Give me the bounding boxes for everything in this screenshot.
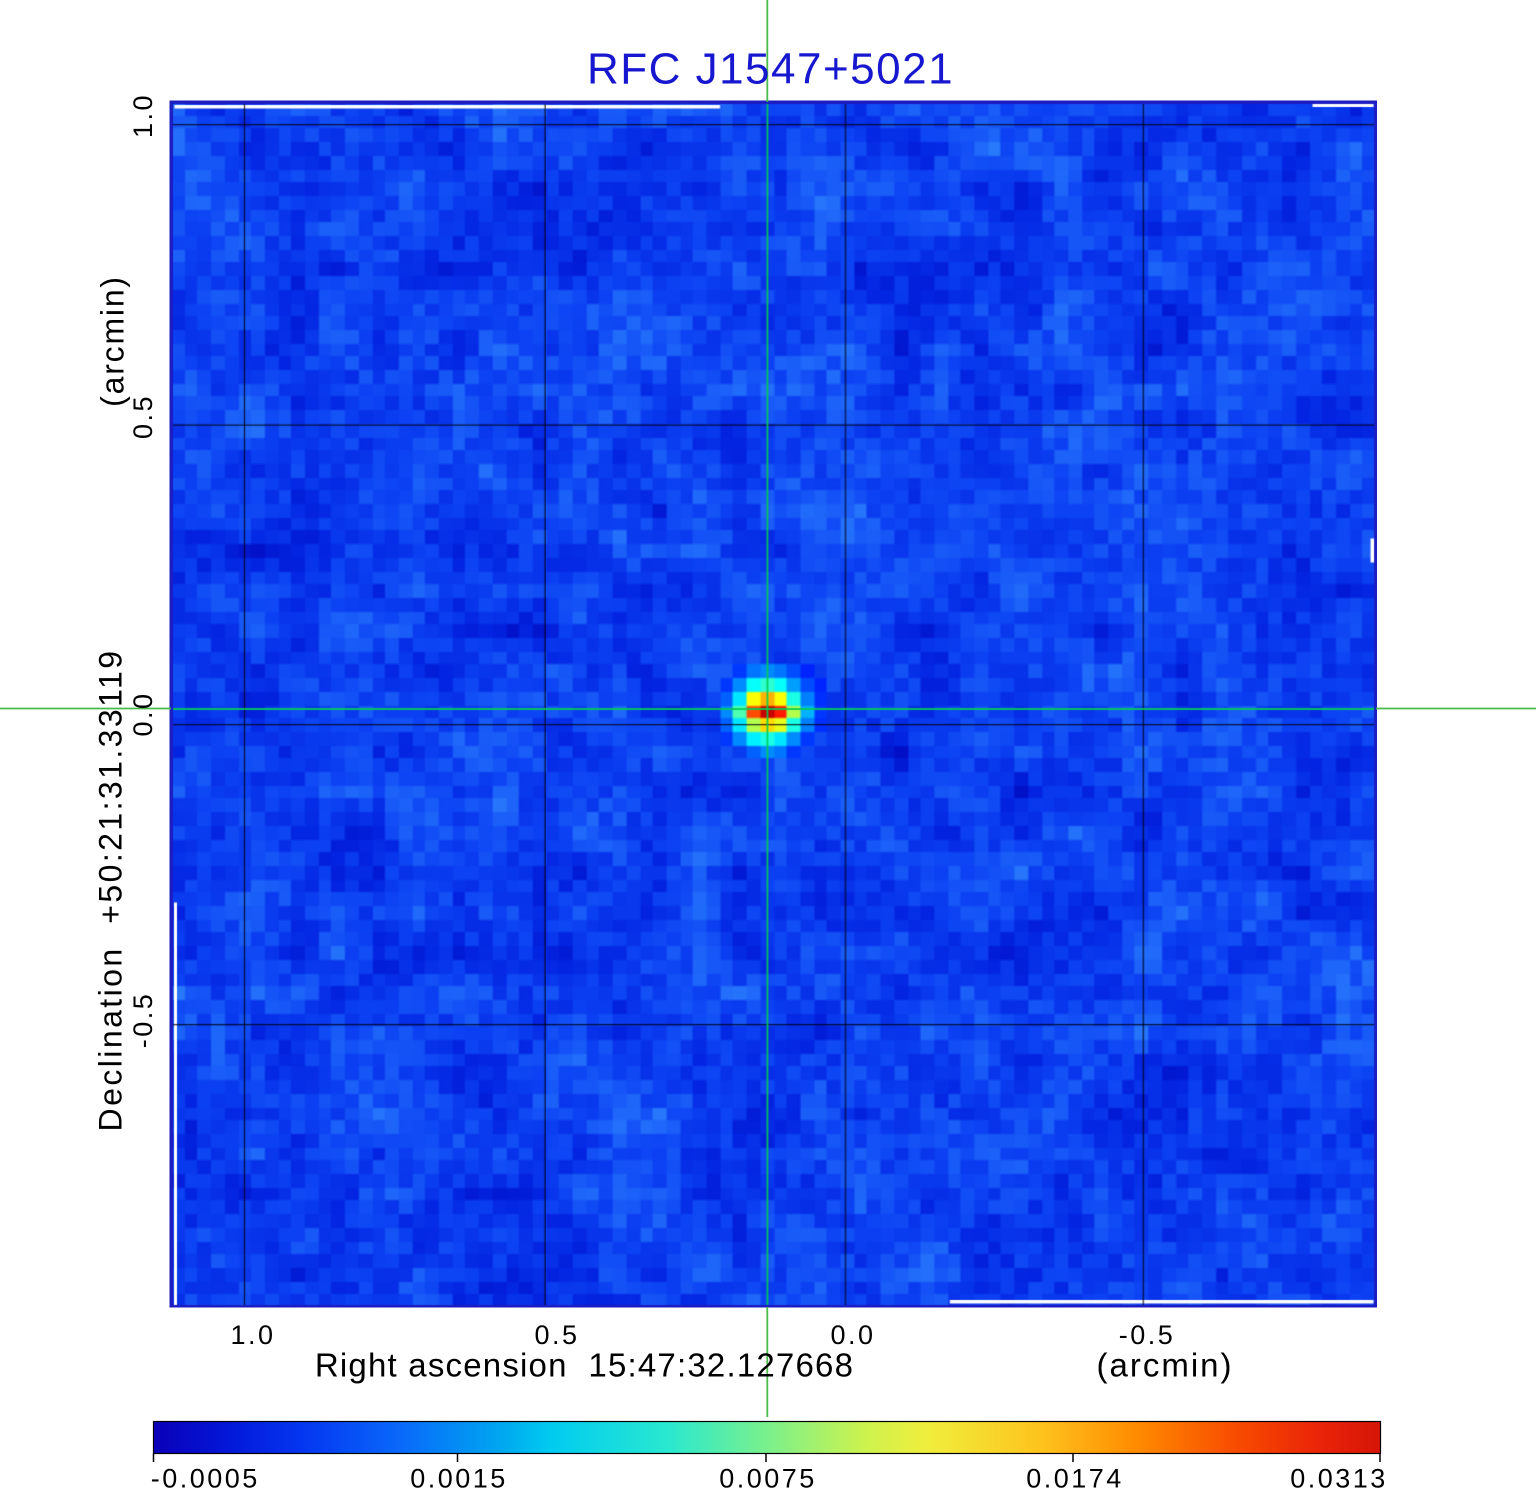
svg-text:1.0: 1.0	[230, 1320, 275, 1350]
svg-text:Right ascension 15:47:32.1276: Right ascension 15:47:32.127668	[315, 1347, 854, 1384]
svg-text:0.0015: 0.0015	[410, 1464, 508, 1494]
svg-text:0.5: 0.5	[534, 1320, 579, 1350]
svg-text:1.0: 1.0	[128, 93, 158, 138]
svg-text:0.0: 0.0	[830, 1320, 875, 1350]
svg-text:0.0075: 0.0075	[719, 1464, 817, 1494]
svg-text:0.0313: 0.0313	[1290, 1464, 1388, 1494]
svg-text:-0.5: -0.5	[128, 992, 158, 1049]
svg-text:-0.0005: -0.0005	[151, 1464, 260, 1494]
svg-text:(arcmin): (arcmin)	[95, 275, 131, 407]
svg-text:Declination +50:21:31.33119: Declination +50:21:31.33119	[93, 649, 129, 1132]
svg-text:0.0174: 0.0174	[1026, 1464, 1124, 1494]
svg-text:0.0: 0.0	[128, 691, 158, 736]
svg-text:0.5: 0.5	[128, 394, 158, 439]
svg-text:RFC J1547+5021: RFC J1547+5021	[587, 45, 954, 94]
svg-text:(arcmin): (arcmin)	[1097, 1347, 1234, 1384]
svg-text:-0.5: -0.5	[1119, 1320, 1176, 1350]
